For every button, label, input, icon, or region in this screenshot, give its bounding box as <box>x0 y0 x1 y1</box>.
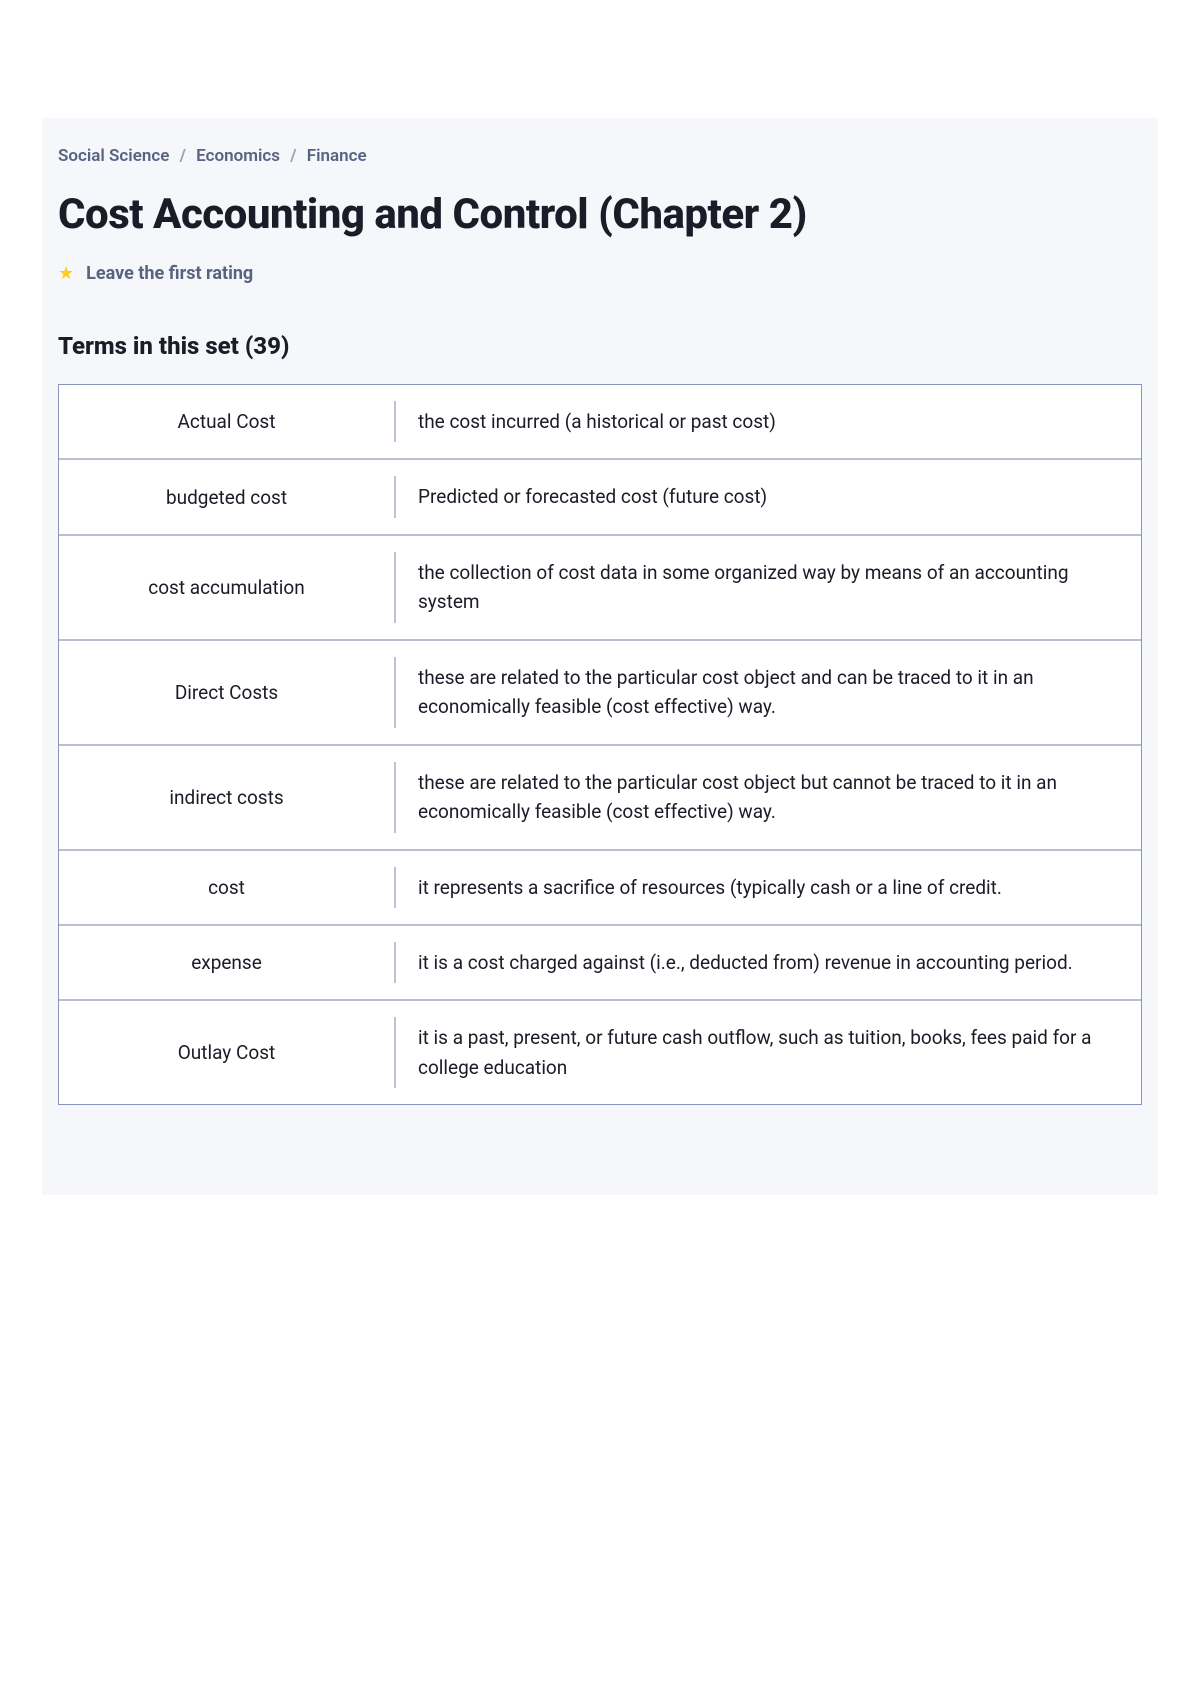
definition-cell: the cost incurred (a historical or past … <box>394 385 1141 458</box>
table-row[interactable]: cost accumulation the collection of cost… <box>59 534 1141 639</box>
term-cell: Direct Costs <box>59 641 394 744</box>
term-cell: cost accumulation <box>59 536 394 639</box>
term-cell: expense <box>59 926 394 999</box>
breadcrumb-link[interactable]: Finance <box>307 146 367 166</box>
breadcrumb-separator: / <box>290 146 296 166</box>
term-cell: Outlay Cost <box>59 1001 394 1104</box>
definition-cell: these are related to the particular cost… <box>394 746 1141 849</box>
breadcrumb-separator: / <box>180 146 186 166</box>
terms-heading: Terms in this set (39) <box>42 332 1158 360</box>
definition-cell: it is a cost charged against (i.e., dedu… <box>394 926 1141 999</box>
terms-table: Actual Cost the cost incurred (a histori… <box>58 384 1142 1105</box>
term-cell: cost <box>59 851 394 924</box>
breadcrumb: Social Science / Economics / Finance <box>42 146 1158 166</box>
table-row[interactable]: expense it is a cost charged against (i.… <box>59 924 1141 999</box>
page-title: Cost Accounting and Control (Chapter 2) <box>42 190 1158 239</box>
breadcrumb-link[interactable]: Social Science <box>58 146 169 166</box>
table-row[interactable]: cost it represents a sacrifice of resour… <box>59 849 1141 924</box>
table-row[interactable]: Outlay Cost it is a past, present, or fu… <box>59 999 1141 1104</box>
definition-cell: these are related to the particular cost… <box>394 641 1141 744</box>
breadcrumb-link[interactable]: Economics <box>196 146 280 166</box>
term-cell: budgeted cost <box>59 460 394 533</box>
definition-cell: it represents a sacrifice of resources (… <box>394 851 1141 924</box>
table-row[interactable]: budgeted cost Predicted or forecasted co… <box>59 458 1141 533</box>
definition-cell: the collection of cost data in some orga… <box>394 536 1141 639</box>
rating-prompt[interactable]: ★ Leave the first rating <box>42 263 1158 284</box>
term-cell: indirect costs <box>59 746 394 849</box>
table-row[interactable]: Actual Cost the cost incurred (a histori… <box>59 385 1141 458</box>
study-set-page: Social Science / Economics / Finance Cos… <box>42 118 1158 1195</box>
star-icon: ★ <box>58 263 74 284</box>
definition-cell: it is a past, present, or future cash ou… <box>394 1001 1141 1104</box>
table-row[interactable]: Direct Costs these are related to the pa… <box>59 639 1141 744</box>
definition-cell: Predicted or forecasted cost (future cos… <box>394 460 1141 533</box>
term-cell: Actual Cost <box>59 385 394 458</box>
table-row[interactable]: indirect costs these are related to the … <box>59 744 1141 849</box>
rating-text: Leave the first rating <box>86 263 253 284</box>
